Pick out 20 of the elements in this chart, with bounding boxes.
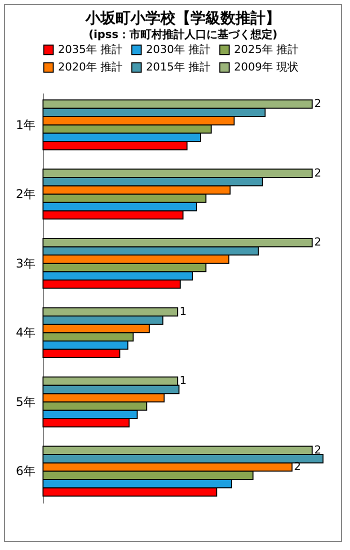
legend-label: 2015年 推計 (146, 60, 210, 74)
y-tick-label: 4年 (16, 326, 36, 340)
y-tick-label: 1年 (16, 118, 36, 132)
y-tick-label: 6年 (16, 464, 36, 478)
chart-title: 小坂町小学校【学級数推計】 (84, 9, 280, 27)
data-label: 2 (314, 166, 322, 180)
y-tick-label: 3年 (16, 256, 36, 270)
y-tick-label: 5年 (16, 394, 36, 409)
legend-label: 2025年 推計 (234, 42, 298, 56)
legend-label: 2030年 推計 (146, 42, 210, 56)
legend-label: 2035年 推計 (58, 42, 122, 56)
chart-subtitle: (ipss：市町村推計人口に基づく想定) (88, 28, 278, 41)
legend-label: 2020年 推計 (58, 60, 122, 74)
legend-label: 2009年 現状 (234, 60, 298, 74)
data-label: 2 (314, 236, 322, 249)
data-label: 2 (314, 97, 322, 110)
y-tick-label: 2年 (16, 187, 36, 202)
data-label: 2 (314, 443, 322, 456)
data-label: 1 (180, 304, 187, 318)
data-label: 1 (180, 374, 187, 388)
